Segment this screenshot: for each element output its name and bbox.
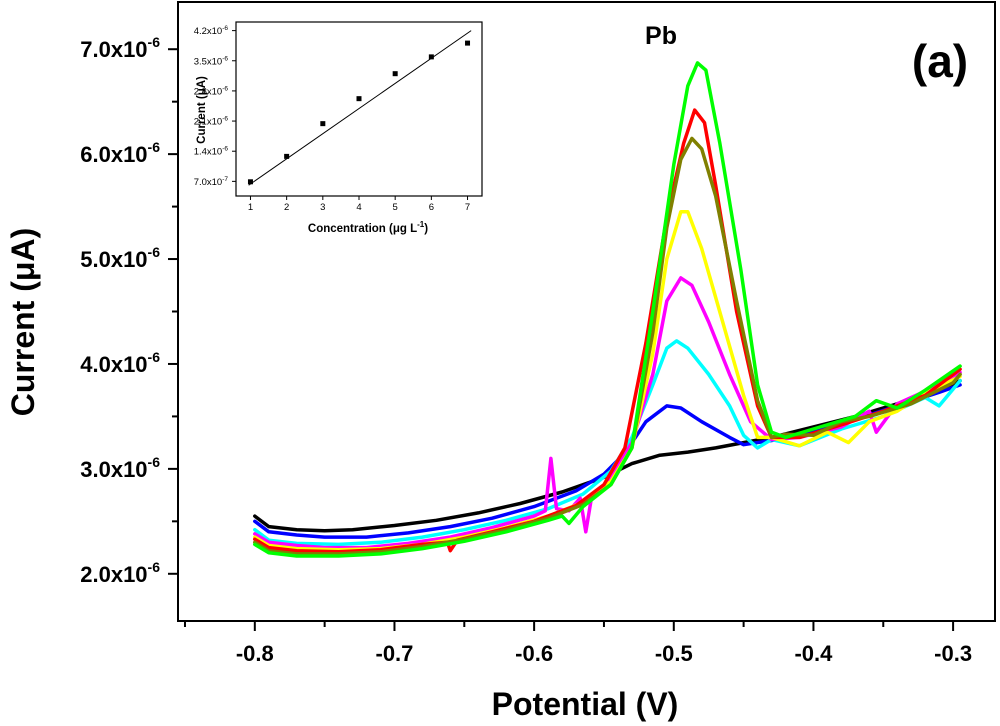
inset-calibration-plot: 1 2 3 4 5 6 7 7.0x10-7 1.4x10-6 2.1x10-6 2.8x10-6…: [194, 21, 483, 235]
panel-label: (a): [912, 35, 968, 87]
x-tick-label: -0.4: [794, 641, 833, 666]
main-plot: -0.8 -0.7 -0.6 -0.5 -0.4 -0.3 2.0x10-6 3.0x10-…: [5, 1, 996, 722]
y-axis-title: Current (μA): [5, 228, 41, 416]
inset-y-tick-label: 2.1x10-6: [194, 116, 229, 128]
inset-y-tick-label: 3.5x10-6: [194, 55, 229, 67]
inset-x-tick-label: 1: [248, 202, 253, 213]
inset-data-point: [465, 40, 471, 46]
y-tick-label: 3.0x10-6: [80, 454, 160, 482]
inset-data-point: [428, 54, 434, 60]
inset-y-tick-label: 2.8x10-6: [194, 85, 229, 97]
y-tick-label: 5.0x10-6: [80, 244, 160, 272]
x-tick-label: -0.6: [515, 641, 553, 666]
y-axis: 2.0x10-6 3.0x10-6 4.0x10-6 5.0x10-6 6.0x10-6…: [80, 34, 178, 587]
inset-fit-line: [248, 30, 472, 186]
series-line-magenta: [253, 276, 962, 550]
inset-data-point: [356, 96, 362, 102]
y-tick-label: 2.0x10-6: [80, 559, 160, 587]
inset-y-axis-title: Current (μA): [196, 76, 208, 144]
inset-x-axis: 1 2 3 4 5 6 7: [248, 196, 470, 213]
x-tick-label: -0.8: [236, 641, 274, 666]
x-tick-label: -0.7: [376, 641, 414, 666]
inset-x-axis-title: Concentration (μg L-1): [308, 220, 428, 235]
y-tick-label: 6.0x10-6: [80, 139, 160, 167]
x-axis-title: Potential (V): [492, 686, 679, 722]
inset-data-point: [284, 153, 290, 159]
inset-x-tick-label: 6: [429, 202, 434, 213]
inset-x-tick-label: 3: [320, 202, 325, 213]
inset-x-tick-label: 4: [356, 202, 361, 213]
inset-data-point: [392, 71, 398, 77]
inset-x-tick-label: 5: [393, 202, 398, 213]
inset-y-tick-label: 7.0x10-7: [194, 176, 229, 188]
series-line-black: [253, 378, 962, 533]
inset-points-group: [247, 40, 471, 185]
inset-y-tick-label: 1.4x10-6: [194, 146, 229, 158]
series-line-cyan: [253, 339, 962, 547]
x-tick-label: -0.5: [655, 641, 693, 666]
inset-fit-group: [248, 30, 472, 186]
inset-x-tick-label: 2: [284, 202, 289, 213]
y-tick-label: 4.0x10-6: [80, 349, 160, 377]
main-series-group: [253, 61, 962, 558]
x-axis: -0.8 -0.7 -0.6 -0.5 -0.4 -0.3: [183, 621, 972, 666]
series-line-blue: [253, 383, 962, 539]
inset-data-point: [247, 179, 253, 185]
peak-annotation: Pb: [645, 22, 677, 50]
inset-data-point: [320, 121, 326, 127]
series-line-yellow: [253, 210, 962, 552]
inset-y-axis: 7.0x10-7 1.4x10-6 2.1x10-6 2.8x10-6 3.5x10-6…: [194, 25, 236, 188]
y-tick-label: 7.0x10-6: [80, 34, 160, 62]
series-line-green: [253, 61, 962, 558]
x-tick-label: -0.3: [934, 641, 972, 666]
inset-y-tick-label: 4.2x10-6: [194, 25, 229, 37]
inset-x-tick-label: 7: [465, 202, 470, 213]
series-line-olive: [253, 136, 962, 556]
